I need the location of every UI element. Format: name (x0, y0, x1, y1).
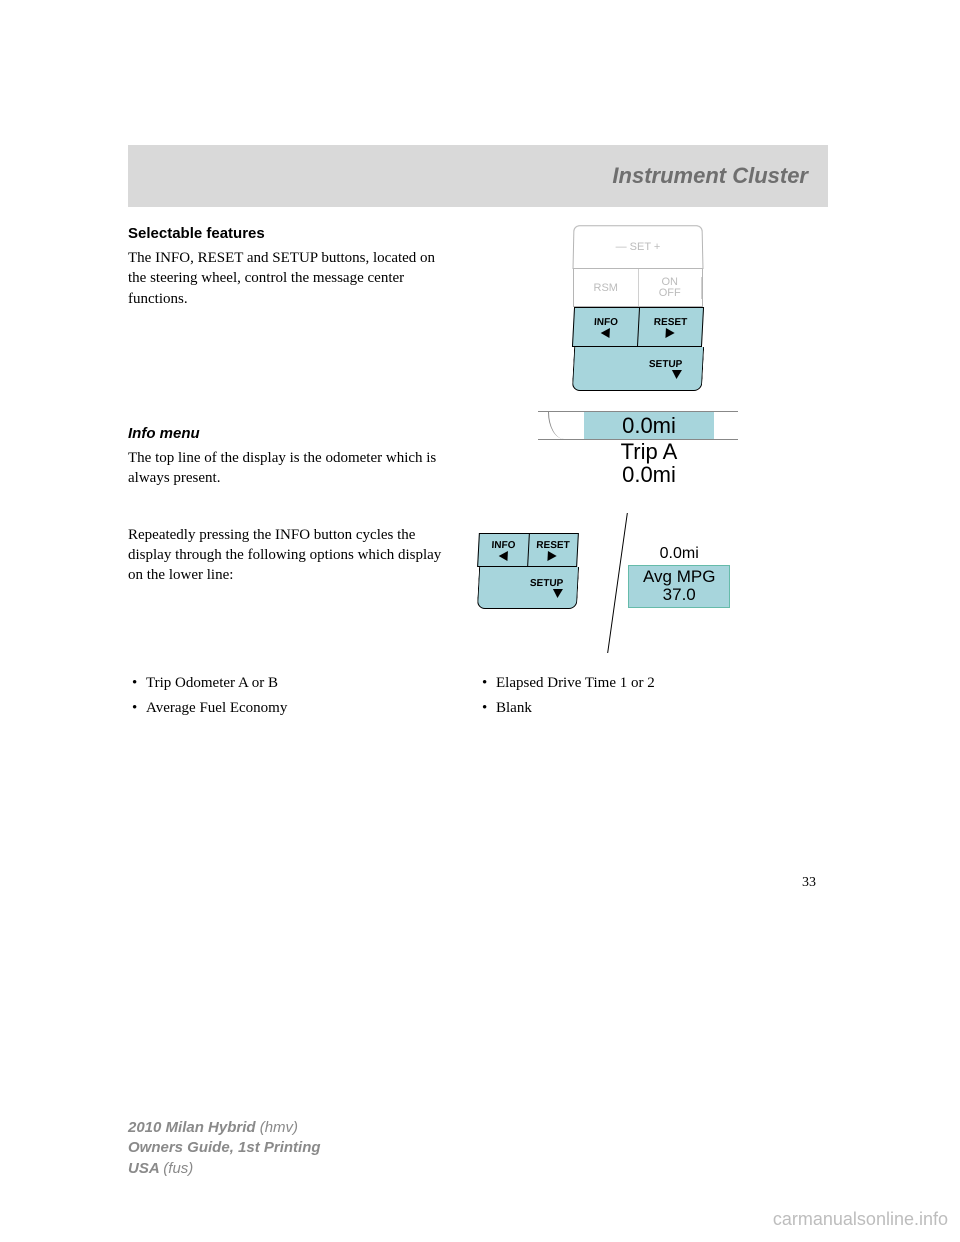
setup-label: SETUP (649, 359, 683, 370)
watermark: carmanualsonline.info (773, 1209, 948, 1230)
info-label-2: INFO (491, 539, 515, 550)
info-reset-row: INFO RESET (572, 307, 704, 347)
page-number: 33 (128, 875, 828, 891)
section3-para: Repeatedly pressing the INFO button cycl… (128, 525, 448, 586)
reset-label-2: RESET (536, 539, 570, 550)
reset-button-2: RESET (528, 534, 578, 566)
section2-para: The top line of the display is the odome… (128, 448, 448, 489)
avg-mpg-readout: Avg MPG 37.0 (628, 565, 730, 608)
off-label: OFF (659, 288, 681, 299)
footer-region: USA (128, 1160, 163, 1177)
setup-label-2: SETUP (530, 577, 564, 588)
odometer-readout: 0.0mi (584, 412, 714, 439)
body: Selectable features The INFO, RESET and … (128, 207, 828, 891)
bullet-col-left: Trip Odometer A or B Average Fuel Econom… (128, 675, 478, 725)
trip-readout: Trip A 0.0mi (584, 440, 714, 486)
arrow-down-icon (672, 370, 682, 379)
rsm-on-off-row: RSM ON OFF (573, 269, 703, 307)
odometer-small: 0.0mi (660, 545, 699, 563)
arrow-left-icon (498, 550, 508, 560)
section2-title: Info menu (128, 425, 448, 442)
reset-button: RESET (638, 308, 703, 346)
arrow-down-icon (553, 588, 563, 597)
bullet-col-right: Elapsed Drive Time 1 or 2 Blank (478, 675, 828, 725)
info-button-pad: INFO RESET SETUP (478, 533, 578, 609)
list-item: Blank (478, 700, 828, 717)
on-off-cell: ON OFF (639, 269, 703, 306)
list-item: Elapsed Drive Time 1 or 2 (478, 675, 828, 692)
footer-code: (hmv) (260, 1119, 298, 1136)
header-band: Instrument Cluster (128, 145, 828, 207)
avg-mpg-value: 37.0 (643, 586, 715, 605)
reset-label: RESET (654, 317, 688, 328)
section-info-cycle: Repeatedly pressing the INFO button cycl… (128, 525, 828, 653)
footer-guide: Owners Guide, 1st Printing (128, 1138, 321, 1158)
rsm-label: RSM (574, 269, 639, 306)
setup-button-2: SETUP (477, 567, 579, 609)
footer: 2010 Milan Hybrid (hmv) Owners Guide, 1s… (128, 1118, 321, 1179)
trip-value: 0.0mi (584, 463, 714, 486)
page-content: Instrument Cluster Selectable features T… (128, 145, 828, 891)
info-button: INFO (573, 308, 639, 346)
footer-model: 2010 Milan Hybrid (128, 1119, 260, 1136)
on-label: ON (662, 277, 679, 288)
set-button-row: — SET + (572, 225, 703, 269)
trip-label: Trip A (584, 440, 714, 463)
info-button-2: INFO (478, 534, 529, 566)
list-item: Trip Odometer A or B (128, 675, 478, 692)
section1-para: The INFO, RESET and SETUP buttons, locat… (128, 248, 448, 309)
mpg-display: 0.0mi Avg MPG 37.0 (628, 545, 730, 608)
header-title: Instrument Cluster (612, 163, 808, 189)
figure-info-cycle: INFO RESET SETUP (478, 533, 798, 653)
footer-region-code: (fus) (163, 1160, 193, 1177)
divider-line (578, 513, 628, 653)
section-selectable-features: Selectable features The INFO, RESET and … (128, 225, 828, 391)
section-info-menu: Info menu The top line of the display is… (128, 401, 828, 489)
set-label: — SET + (616, 241, 661, 253)
bullet-columns: Trip Odometer A or B Average Fuel Econom… (128, 675, 828, 725)
list-item: Average Fuel Economy (128, 700, 478, 717)
figure-steering-buttons: — SET + RSM ON OFF INFO (573, 225, 703, 391)
arrow-right-icon (548, 550, 558, 560)
figure-odometer-display: 0.0mi Trip A 0.0mi (538, 411, 738, 486)
section1-title: Selectable features (128, 225, 448, 242)
arrow-right-icon (665, 328, 675, 338)
arrow-left-icon (601, 328, 611, 338)
info-label: INFO (594, 317, 618, 328)
setup-button: SETUP (572, 347, 704, 391)
avg-mpg-label: Avg MPG (643, 568, 715, 587)
